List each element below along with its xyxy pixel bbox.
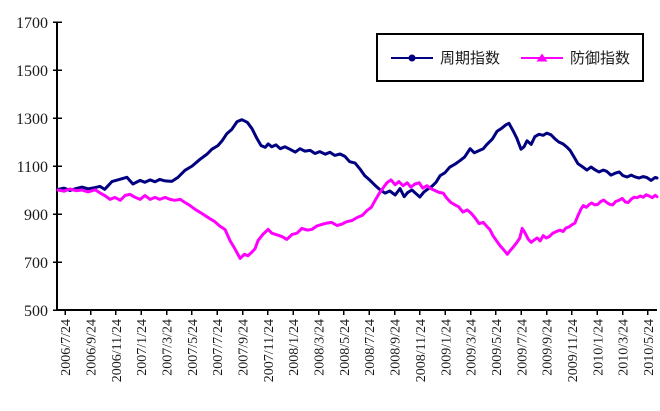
- legend-label-cycle-index: 周期指数: [439, 51, 500, 67]
- x-axis-label: 2008/1/24: [287, 319, 302, 376]
- x-axis-label: 2006/9/24: [85, 319, 100, 376]
- x-axis-label: 2010/3/24: [617, 319, 632, 376]
- x-axis-label: 2010/1/24: [591, 319, 606, 376]
- y-axis-label: 1700: [16, 15, 48, 32]
- x-axis-label: 2008/7/24: [363, 319, 378, 376]
- y-axis-label: 1500: [16, 63, 48, 80]
- x-axis-label: 2007/1/24: [135, 319, 150, 376]
- legend-item-defense-index: 防御指数: [520, 47, 630, 68]
- y-axis-label: 1300: [16, 111, 48, 128]
- x-axis-label: 2006/7/24: [59, 319, 74, 376]
- x-axis-label: 2009/3/24: [465, 319, 480, 376]
- x-axis-label: 2007/11/24: [262, 319, 277, 382]
- x-axis-label: 2009/1/24: [439, 319, 454, 376]
- x-axis-label: 2007/7/24: [211, 319, 226, 376]
- x-axis-label: 2007/3/24: [161, 319, 176, 376]
- x-axis-label: 2008/11/24: [414, 319, 429, 382]
- x-axis-label: 2009/11/24: [566, 319, 581, 382]
- y-axis-label: 500: [24, 303, 48, 320]
- x-axis-label: 2009/9/24: [541, 319, 556, 376]
- legend-box: 周期指数 防御指数: [376, 33, 644, 82]
- x-axis-label: 2010/5/24: [642, 319, 657, 376]
- y-axis-label: 700: [24, 255, 48, 272]
- x-axis-label: 2008/3/24: [313, 319, 328, 376]
- x-axis-label: 2008/9/24: [389, 319, 404, 376]
- x-axis-label: 2007/9/24: [237, 319, 252, 376]
- y-axis-label: 1100: [17, 159, 48, 176]
- y-axis-label: 900: [24, 207, 48, 224]
- x-axis-label: 2009/5/24: [490, 319, 505, 376]
- cycle-index-line-marker-icon: [390, 54, 433, 61]
- x-axis-label: 2006/11/24: [110, 319, 125, 382]
- x-axis-label: 2007/5/24: [186, 319, 201, 376]
- legend-item-cycle-index: 周期指数: [390, 47, 500, 68]
- x-axis-label: 2008/5/24: [338, 319, 353, 376]
- series-line-defense-index: [56, 178, 659, 260]
- defense-index-line-marker-icon: [521, 53, 563, 61]
- x-axis-label: 2009/7/24: [515, 319, 530, 376]
- legend-label-defense-index: 防御指数: [570, 51, 631, 67]
- series-line-cycle-index: [56, 118, 659, 199]
